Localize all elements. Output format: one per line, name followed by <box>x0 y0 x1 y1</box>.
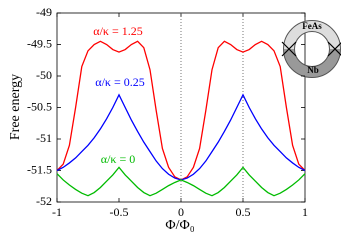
series-label: α/κ = 1.25 <box>93 24 142 38</box>
inset-label: FeAs <box>302 21 322 31</box>
series-label: α/κ = 0 <box>101 152 135 166</box>
series-line <box>56 93 306 181</box>
inset: FeAs Nb <box>281 20 341 78</box>
series-line <box>56 166 306 197</box>
y-axis-label: Free energy <box>8 74 23 140</box>
x-tick-label: -0.5 <box>110 205 129 219</box>
y-tick-label: -49.5 <box>27 36 52 50</box>
plot-frame <box>56 12 306 203</box>
y-tick-label: -49 <box>36 5 52 19</box>
x-axis-label: Φ/Φ₀ <box>165 218 194 233</box>
y-tick-label: -50.5 <box>27 99 52 113</box>
x-tick-label: 0.5 <box>236 205 251 219</box>
x-tick-label: 0 <box>178 205 184 219</box>
x-tick-label: 1 <box>302 205 308 219</box>
y-tick-label: -51.5 <box>27 162 52 176</box>
y-tick-label: -50 <box>36 68 52 82</box>
y-tick-label: -51 <box>36 131 52 145</box>
inset-ring-top <box>283 20 341 50</box>
inset-ring-inner <box>294 31 330 67</box>
x-tick-label: -1 <box>52 205 62 219</box>
y-tick-label: -52 <box>36 194 52 208</box>
inset-label: Nb <box>307 65 319 75</box>
series-line <box>56 40 306 181</box>
series-label: α/κ = 0.25 <box>95 75 144 89</box>
inset-junctions <box>281 41 341 57</box>
